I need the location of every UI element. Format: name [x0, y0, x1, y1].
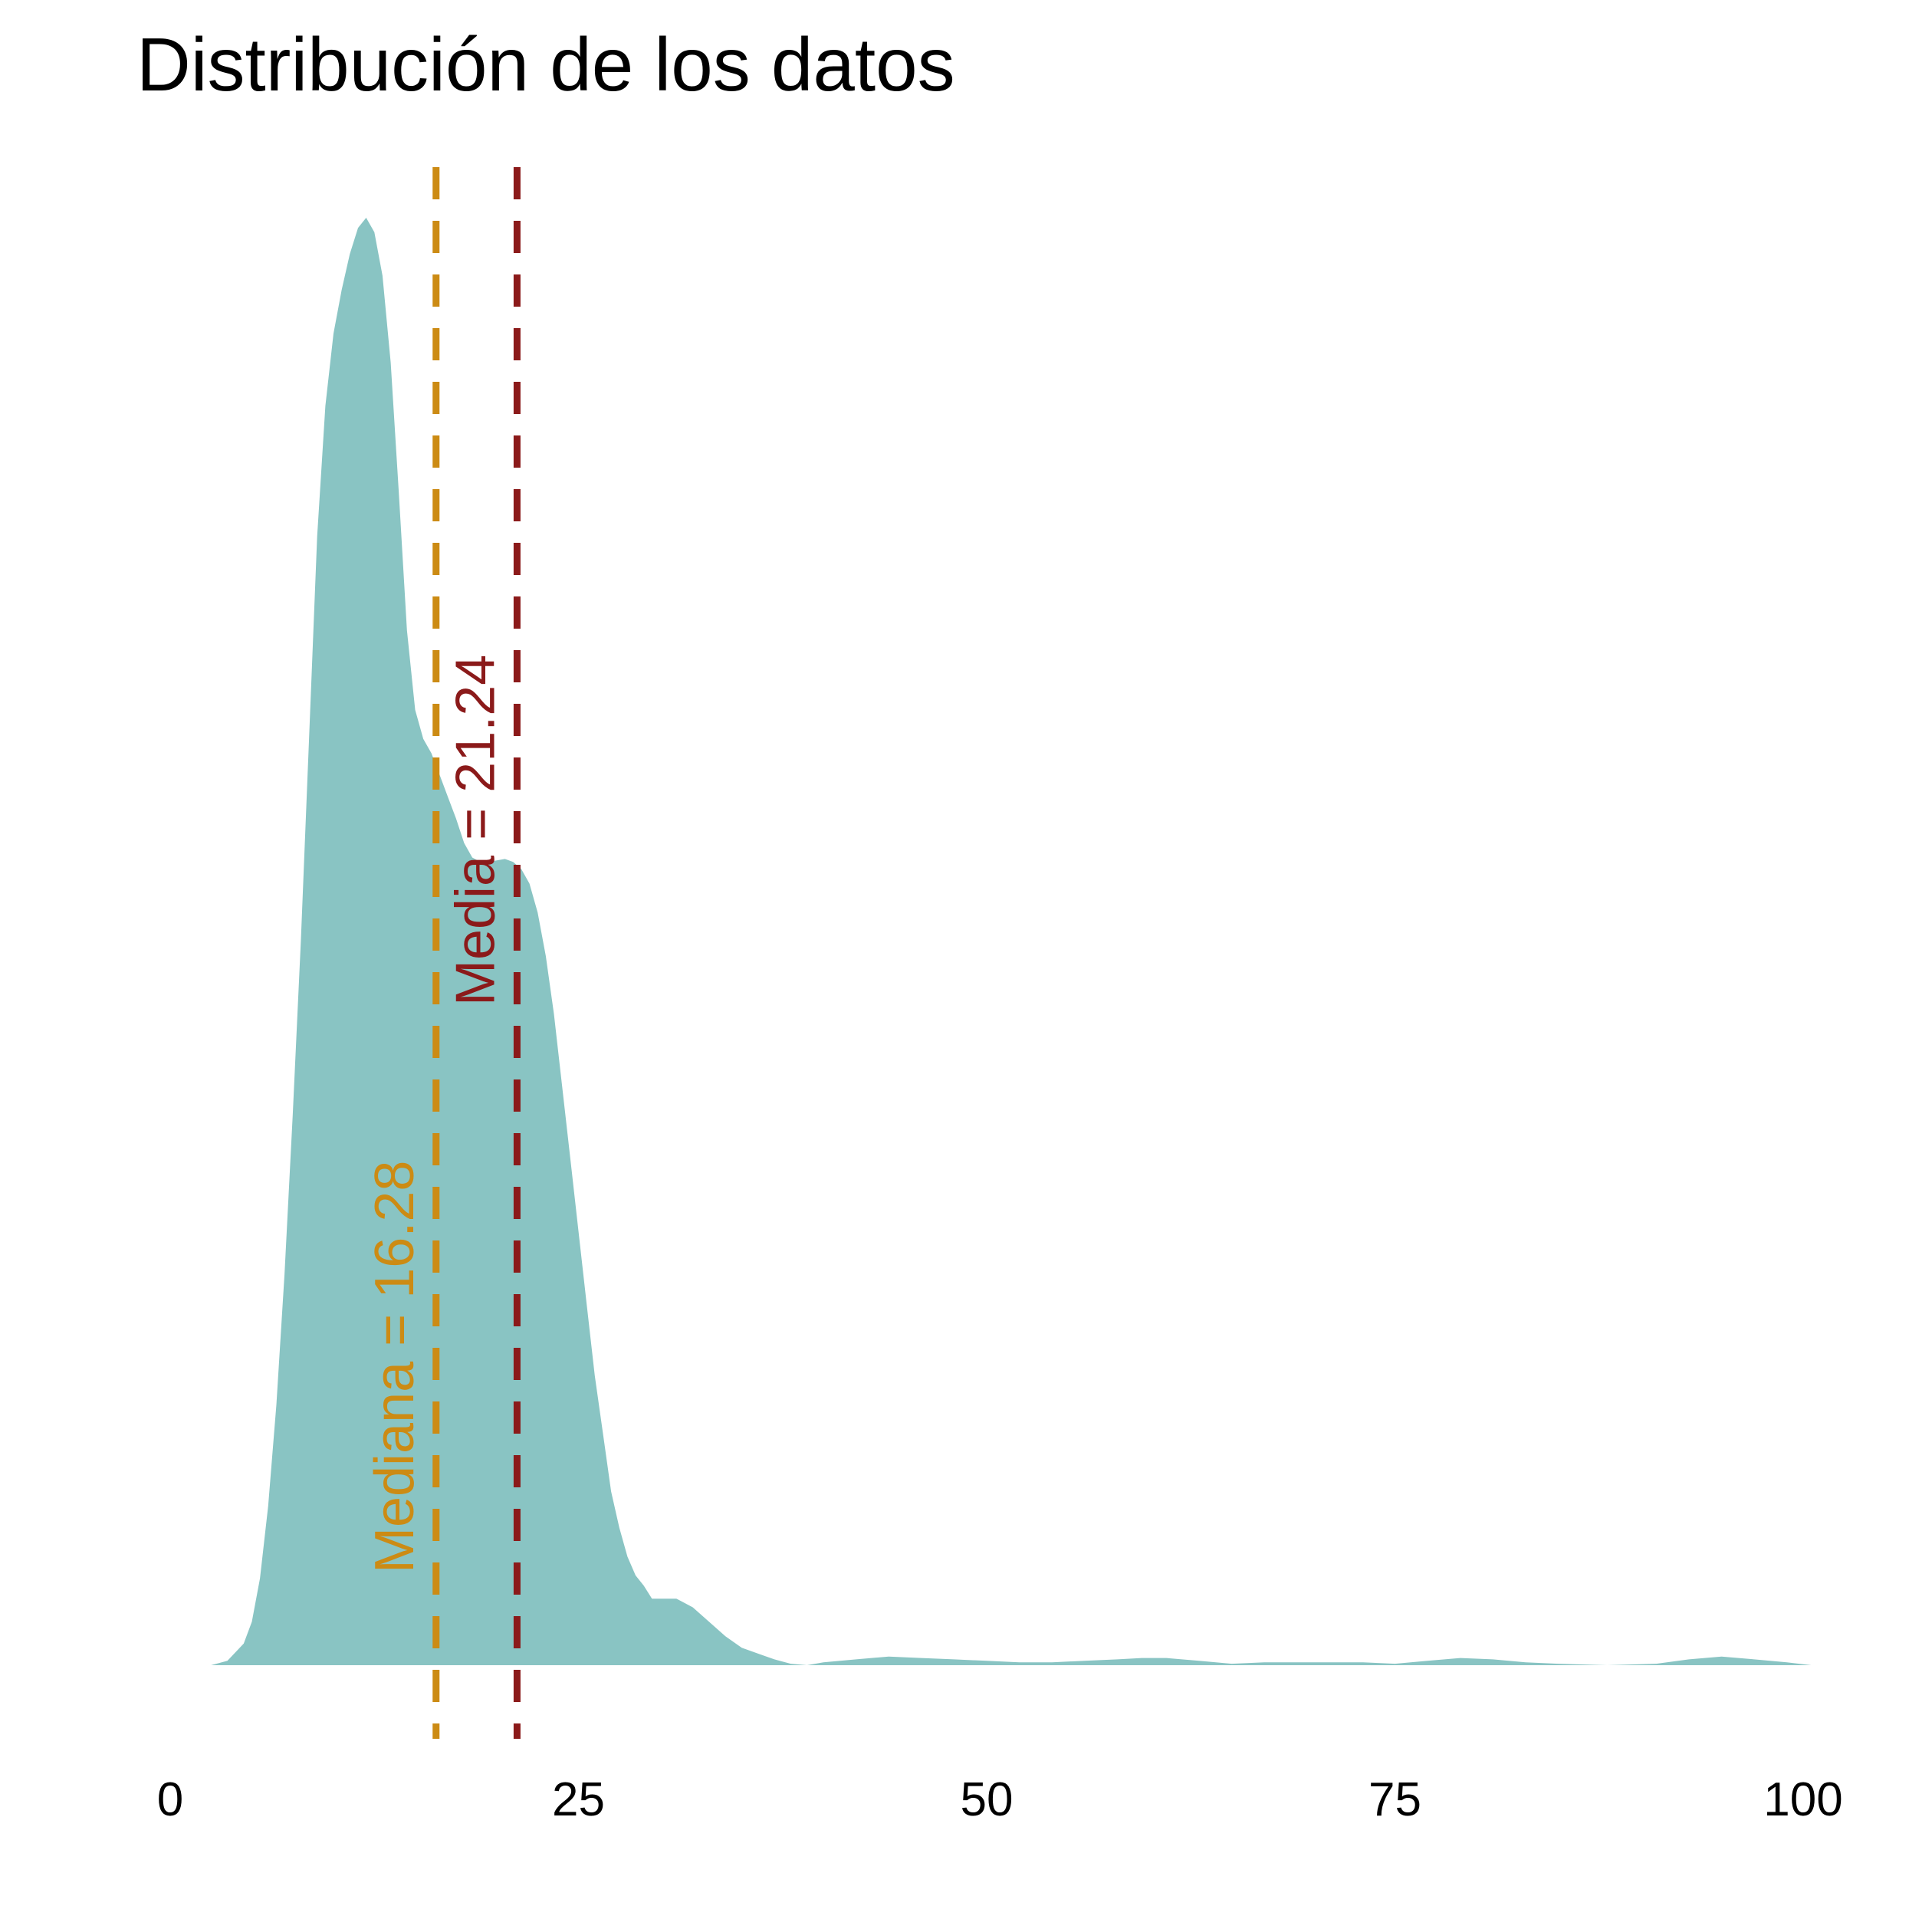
x-tick-label: 100	[1763, 1773, 1842, 1826]
chart-title: Distribución de los datos	[136, 22, 955, 107]
x-tick-label: 25	[552, 1773, 605, 1826]
x-tick-label: 50	[961, 1773, 1014, 1826]
reference-lines: Mediana = 16.28 Media = 21.24	[364, 167, 521, 1739]
x-tick-label: 75	[1368, 1773, 1421, 1826]
x-tick-label: 0	[157, 1773, 183, 1826]
x-axis: 0 25 50 75 100	[157, 1773, 1843, 1826]
mean-label: Media = 21.24	[445, 655, 506, 1006]
density-area	[211, 218, 1812, 1665]
median-label: Mediana = 16.28	[364, 1161, 426, 1573]
plot-area: Mediana = 16.28 Media = 21.24	[211, 167, 1812, 1739]
